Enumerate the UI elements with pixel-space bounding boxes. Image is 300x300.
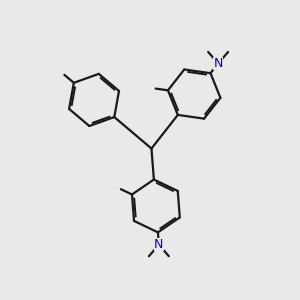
- Text: N: N: [154, 238, 164, 251]
- Text: N: N: [214, 57, 223, 70]
